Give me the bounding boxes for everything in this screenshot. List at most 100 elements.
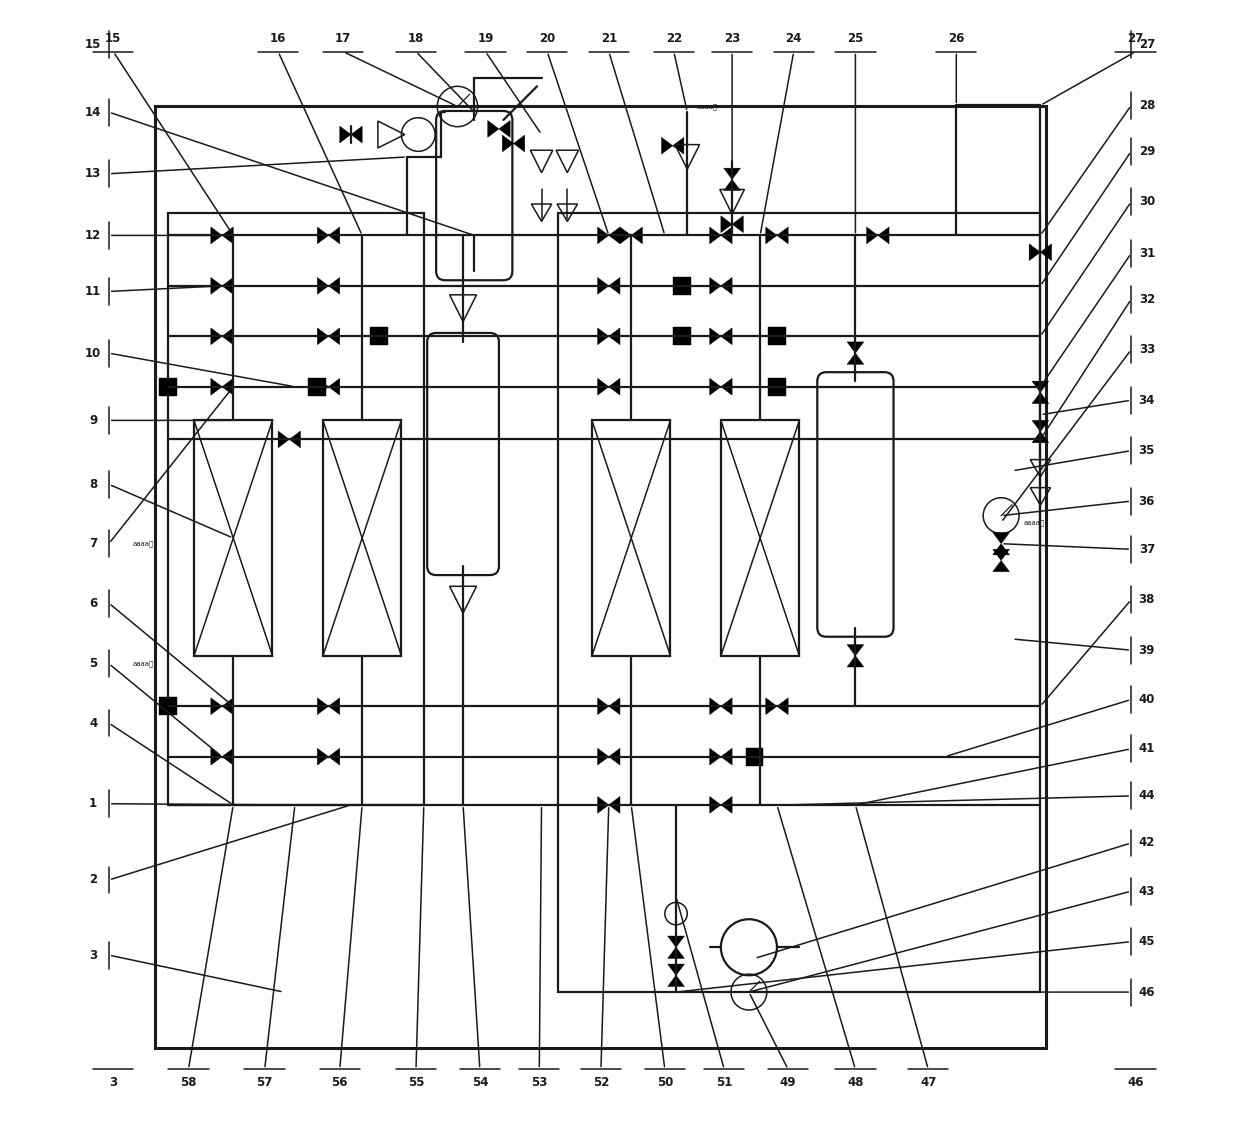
Text: 16: 16 — [270, 31, 286, 45]
Text: 12: 12 — [86, 229, 102, 242]
Text: 57: 57 — [257, 1076, 273, 1090]
Bar — [672, 327, 691, 345]
Polygon shape — [598, 328, 609, 345]
Bar — [309, 378, 326, 396]
Polygon shape — [211, 378, 222, 395]
Text: 23: 23 — [724, 31, 740, 45]
Polygon shape — [724, 179, 740, 191]
Text: 47: 47 — [920, 1076, 936, 1090]
Polygon shape — [732, 215, 743, 232]
Text: 6: 6 — [89, 596, 97, 610]
Text: 27: 27 — [1127, 31, 1143, 45]
Text: 28: 28 — [1138, 99, 1154, 112]
Polygon shape — [993, 544, 1009, 555]
Polygon shape — [720, 697, 732, 715]
Polygon shape — [709, 749, 720, 765]
Polygon shape — [766, 697, 777, 715]
Text: 7: 7 — [89, 537, 97, 550]
Text: 33: 33 — [1138, 343, 1154, 356]
Polygon shape — [598, 278, 609, 294]
Polygon shape — [1032, 420, 1049, 432]
Polygon shape — [720, 278, 732, 294]
Text: 52: 52 — [593, 1076, 609, 1090]
Bar — [672, 277, 691, 295]
Bar — [558, 213, 1040, 992]
Polygon shape — [1032, 392, 1049, 404]
Text: 3: 3 — [109, 1076, 118, 1090]
Polygon shape — [1029, 243, 1040, 260]
Bar — [193, 420, 273, 656]
Text: 5: 5 — [89, 657, 97, 670]
Text: 50: 50 — [657, 1076, 673, 1090]
Polygon shape — [317, 697, 329, 715]
Polygon shape — [222, 226, 233, 243]
Polygon shape — [631, 226, 642, 243]
Text: 10: 10 — [86, 346, 102, 360]
Text: 40: 40 — [1138, 693, 1154, 706]
Polygon shape — [661, 138, 672, 154]
Text: 15: 15 — [105, 31, 122, 45]
Text: 54: 54 — [471, 1076, 489, 1090]
Text: 38: 38 — [1138, 593, 1154, 606]
Polygon shape — [777, 697, 789, 715]
Text: 1: 1 — [89, 797, 97, 810]
Polygon shape — [329, 226, 340, 243]
Bar — [591, 420, 671, 656]
Polygon shape — [847, 353, 864, 364]
Text: 39: 39 — [1138, 643, 1154, 657]
Polygon shape — [317, 378, 329, 395]
Text: 48: 48 — [847, 1076, 863, 1090]
Polygon shape — [609, 749, 620, 765]
Bar — [322, 420, 402, 656]
Polygon shape — [609, 226, 620, 243]
Polygon shape — [211, 749, 222, 765]
Text: 26: 26 — [949, 31, 965, 45]
Text: 43: 43 — [1138, 884, 1154, 898]
Text: 49: 49 — [780, 1076, 796, 1090]
Polygon shape — [513, 135, 525, 151]
Bar — [768, 327, 786, 345]
Polygon shape — [720, 796, 732, 814]
Polygon shape — [709, 278, 720, 294]
Polygon shape — [289, 432, 300, 447]
Polygon shape — [993, 549, 1009, 560]
Polygon shape — [211, 226, 222, 243]
Text: 45: 45 — [1138, 935, 1156, 948]
Polygon shape — [211, 697, 222, 715]
Polygon shape — [211, 278, 222, 294]
Polygon shape — [329, 328, 340, 345]
Polygon shape — [351, 127, 362, 142]
Polygon shape — [609, 378, 620, 395]
Polygon shape — [317, 328, 329, 345]
Polygon shape — [724, 168, 740, 179]
Polygon shape — [667, 947, 684, 958]
Text: 19: 19 — [477, 31, 494, 45]
Text: 8: 8 — [89, 478, 97, 491]
Text: 51: 51 — [715, 1076, 733, 1090]
Polygon shape — [609, 796, 620, 814]
Polygon shape — [847, 656, 864, 667]
Bar — [745, 748, 764, 766]
Text: 14: 14 — [86, 105, 102, 119]
Polygon shape — [709, 328, 720, 345]
Polygon shape — [329, 749, 340, 765]
Text: 46: 46 — [1127, 1076, 1145, 1090]
Polygon shape — [609, 697, 620, 715]
Text: 2: 2 — [89, 873, 97, 887]
Bar — [720, 420, 800, 656]
Text: 55: 55 — [408, 1076, 424, 1090]
Polygon shape — [709, 226, 720, 243]
Polygon shape — [598, 378, 609, 395]
Polygon shape — [993, 560, 1009, 572]
Polygon shape — [620, 226, 631, 243]
Text: 11: 11 — [86, 285, 102, 298]
Polygon shape — [878, 226, 889, 243]
Text: 4: 4 — [89, 716, 97, 730]
Polygon shape — [847, 645, 864, 656]
Bar — [155, 106, 1047, 1048]
Polygon shape — [598, 226, 609, 243]
Text: 53: 53 — [531, 1076, 548, 1090]
Text: 15: 15 — [86, 38, 102, 52]
Polygon shape — [609, 328, 620, 345]
Text: 25: 25 — [847, 31, 863, 45]
